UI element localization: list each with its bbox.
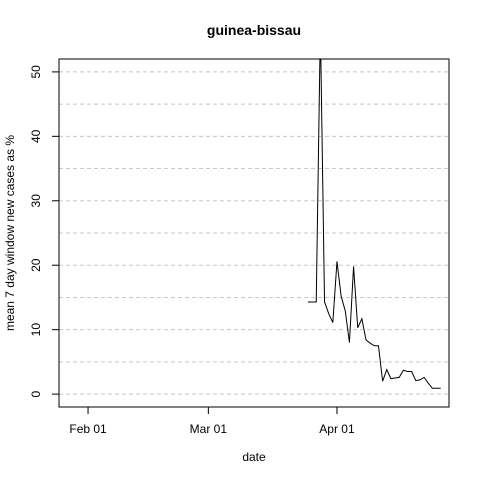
y-axis: 0 10 20 30 40 50 bbox=[29, 65, 59, 397]
y-tick-label: 20 bbox=[29, 258, 43, 272]
chart-title: guinea-bissau bbox=[207, 22, 301, 38]
y-tick-label: 10 bbox=[29, 323, 43, 337]
x-tick-label: Mar 01 bbox=[190, 422, 228, 436]
y-axis-label: mean 7 day window new cases as % bbox=[3, 135, 17, 331]
y-tick-label: 30 bbox=[29, 194, 43, 208]
x-tick-label: Feb 01 bbox=[69, 422, 107, 436]
y-tick-label: 40 bbox=[29, 129, 43, 143]
plot-frame bbox=[58, 58, 450, 408]
series-line-0 bbox=[307, 59, 441, 389]
x-axis-label: date bbox=[242, 450, 266, 464]
y-tick-label: 50 bbox=[29, 65, 43, 79]
grid bbox=[59, 71, 449, 395]
x-tick-label: Apr 01 bbox=[319, 422, 355, 436]
x-axis: Feb 01 Mar 01 Apr 01 bbox=[69, 407, 355, 436]
series-group bbox=[307, 59, 441, 389]
y-tick-label: 0 bbox=[29, 390, 43, 397]
